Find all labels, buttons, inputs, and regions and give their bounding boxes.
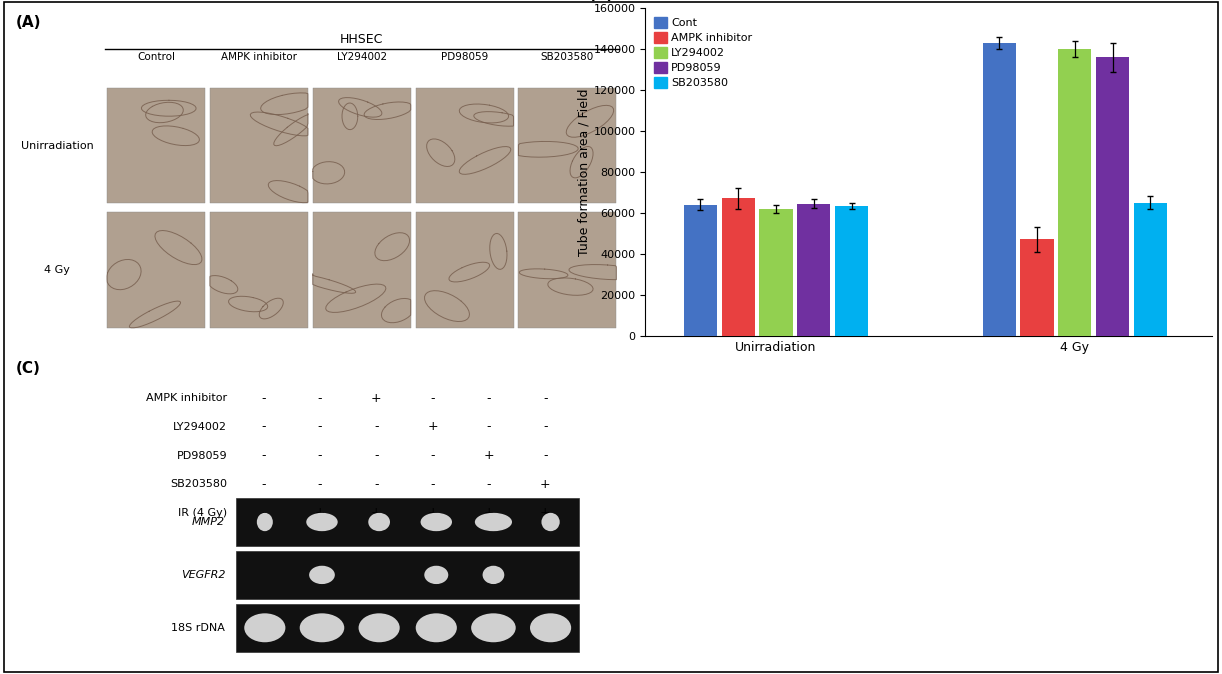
Ellipse shape [483,565,505,584]
Text: -: - [486,392,491,405]
Ellipse shape [309,565,335,584]
Text: -: - [318,392,323,405]
Text: -: - [430,449,435,462]
Bar [1134,203,1167,336]
Text: +: + [540,506,551,520]
Bar [684,205,717,336]
Ellipse shape [244,613,286,642]
Bar [1058,49,1091,336]
Text: -: - [430,392,435,405]
Text: +: + [540,478,551,491]
Bar [1020,239,1053,336]
Ellipse shape [299,613,345,642]
Bar [236,498,579,546]
Ellipse shape [475,513,512,531]
Ellipse shape [541,513,560,531]
Text: -: - [374,478,379,491]
Ellipse shape [420,513,452,531]
Text: +: + [428,506,437,520]
Bar [236,604,579,652]
Text: -: - [262,478,266,491]
Ellipse shape [415,613,457,642]
Ellipse shape [424,565,448,584]
Bar [108,88,205,204]
Text: VEGFR2: VEGFR2 [181,570,225,580]
Text: SB203580: SB203580 [170,479,227,489]
Ellipse shape [530,613,571,642]
Text: HHSEC: HHSEC [340,33,384,46]
Text: LY294002: LY294002 [337,53,387,62]
Text: -: - [374,449,379,462]
Ellipse shape [368,513,390,531]
Ellipse shape [307,513,337,531]
Bar [518,212,616,328]
Text: -: - [262,506,266,520]
Y-axis label: Tube formation area / Field: Tube formation area / Field [578,88,590,255]
Text: -: - [318,421,323,433]
Text: -: - [486,421,491,433]
Bar [313,88,411,204]
Text: PD98059: PD98059 [441,53,489,62]
Text: +: + [428,421,437,433]
Bar [518,88,616,204]
Bar [1096,57,1129,336]
Text: Unirradiation: Unirradiation [21,141,94,151]
Bar [108,212,205,328]
Bar [210,88,308,204]
Text: -: - [318,449,323,462]
Bar [982,43,1015,336]
Legend: Cont, AMPK inhibitor, LY294002, PD98059, SB203580: Cont, AMPK inhibitor, LY294002, PD98059,… [651,13,755,92]
Text: -: - [262,421,266,433]
Text: +: + [484,449,495,462]
Text: PD98059: PD98059 [176,451,227,460]
Text: AMPK inhibitor: AMPK inhibitor [221,53,297,62]
Text: -: - [543,449,547,462]
Bar [797,204,831,336]
Text: (B): (B) [589,0,615,1]
Text: +: + [371,506,381,520]
Text: 18S rDNA: 18S rDNA [171,623,225,633]
Text: Control: Control [137,53,175,62]
Text: -: - [262,392,266,405]
Text: -: - [318,478,323,491]
Text: -: - [543,421,547,433]
Text: -: - [486,478,491,491]
Text: SB203580: SB203580 [541,53,594,62]
Bar [835,206,868,336]
Text: 4 Gy: 4 Gy [44,265,70,275]
Ellipse shape [472,613,516,642]
Text: LY294002: LY294002 [174,422,227,432]
Bar [313,212,411,328]
Text: -: - [262,449,266,462]
Ellipse shape [257,513,273,531]
Bar [236,551,579,599]
Text: (C): (C) [16,361,40,376]
Text: +: + [484,506,495,520]
Bar [415,88,513,204]
Text: +: + [371,392,381,405]
Text: (A): (A) [16,15,42,30]
Bar [759,209,793,336]
Text: +: + [315,506,325,520]
Text: AMPK inhibitor: AMPK inhibitor [145,394,227,403]
Text: IR (4 Gy): IR (4 Gy) [178,508,227,518]
Bar [210,212,308,328]
Bar [415,212,513,328]
Ellipse shape [358,613,400,642]
Text: MMP2: MMP2 [192,517,225,527]
Text: -: - [430,478,435,491]
Text: -: - [543,392,547,405]
Text: -: - [374,421,379,433]
Bar [721,198,755,336]
